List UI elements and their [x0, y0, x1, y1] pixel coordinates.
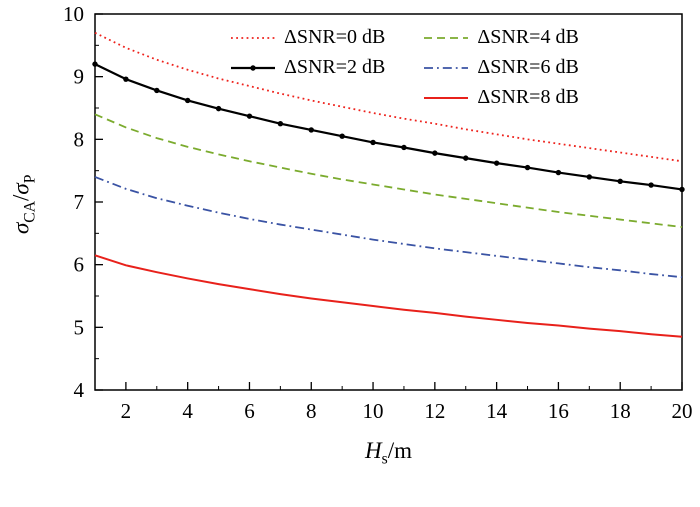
y-tick-label: 9: [74, 65, 85, 89]
x-tick-label: 12: [424, 399, 445, 423]
legend-col-0: ΔSNR=0 dB ΔSNR=2 dB: [230, 24, 385, 111]
legend-line-sample: [424, 96, 469, 99]
series-line-4: [94, 254, 683, 338]
x-tick-label: 16: [548, 399, 569, 423]
series-marker: [184, 97, 191, 104]
series-line-1: [94, 63, 683, 191]
series-marker: [401, 144, 407, 151]
legend-label: ΔSNR=2 dB: [284, 56, 386, 78]
legend-marker: [250, 64, 256, 71]
x-tick-label: 14: [486, 399, 508, 423]
y-label-sigma-p: σ: [8, 183, 34, 195]
series-marker: [308, 127, 314, 133]
y-label-sigma-ca: σ: [8, 222, 34, 235]
y-tick-label: 6: [74, 253, 85, 277]
legend-entry: ΔSNR=4 dB: [423, 24, 579, 51]
x-tick-label: 2: [121, 399, 132, 423]
series-marker: [339, 133, 345, 139]
y-tick-label: 10: [63, 2, 84, 26]
y-label-sub-p: P: [21, 174, 39, 184]
series-marker: [555, 169, 562, 176]
series-marker: [524, 164, 531, 171]
series-marker: [493, 160, 500, 166]
x-tick-label: 20: [672, 399, 693, 423]
legend-line-sample: [231, 64, 275, 71]
x-tick-label: 10: [363, 399, 384, 423]
legend-entry: ΔSNR=2 dB: [230, 54, 385, 81]
series-marker: [92, 61, 98, 67]
legend-entry: ΔSNR=6 dB: [423, 54, 579, 81]
series-marker: [123, 76, 129, 82]
x-axis-label: Hs/m: [95, 438, 682, 469]
series-marker: [617, 178, 623, 185]
x-label-sub: s: [381, 450, 388, 468]
series-marker: [370, 139, 376, 146]
series-marker: [432, 150, 438, 156]
series-line-3: [94, 176, 683, 279]
series-marker: [463, 155, 469, 161]
legend-line-sample: [231, 36, 275, 39]
legend-label: ΔSNR=6 dB: [477, 56, 579, 78]
x-label-var: H: [365, 438, 382, 463]
y-label-sub-ca: CA: [21, 200, 39, 223]
x-tick-label: 8: [306, 399, 317, 423]
legend-line-sample: [424, 36, 469, 39]
series-line-2: [94, 113, 683, 228]
y-tick-label: 7: [74, 190, 85, 214]
legend-label: ΔSNR=4 dB: [477, 26, 579, 48]
legend-label: ΔSNR=0 dB: [284, 26, 386, 48]
y-tick-label: 4: [74, 378, 85, 402]
x-label-unit: /m: [387, 438, 412, 463]
series-marker: [154, 87, 160, 94]
series-marker: [277, 120, 284, 127]
y-tick-label: 5: [74, 315, 85, 339]
series-marker: [586, 174, 593, 180]
series-marker: [246, 113, 253, 119]
y-axis-label: σCA/σP: [9, 104, 40, 304]
series-marker: [648, 182, 654, 188]
legend-entry: ΔSNR=8 dB: [423, 84, 579, 111]
legend: ΔSNR=0 dB ΔSNR=2 dB ΔSNR=4 dB ΔSNR=6 dB ΔSN…: [230, 24, 579, 111]
x-tick-label: 4: [182, 399, 193, 423]
y-label-slash: /: [8, 194, 34, 201]
series-marker: [215, 105, 222, 112]
x-tick-label: 6: [244, 399, 255, 423]
x-tick-label: 18: [610, 399, 631, 423]
y-tick-label: 8: [74, 127, 85, 151]
series-marker: [679, 186, 685, 193]
legend-entry: ΔSNR=0 dB: [230, 24, 385, 51]
legend-label: ΔSNR=8 dB: [477, 86, 579, 108]
legend-col-1: ΔSNR=4 dB ΔSNR=6 dB ΔSNR=8 dB: [423, 24, 579, 111]
legend-line-sample: [424, 66, 469, 69]
series-line-0: [94, 31, 683, 163]
